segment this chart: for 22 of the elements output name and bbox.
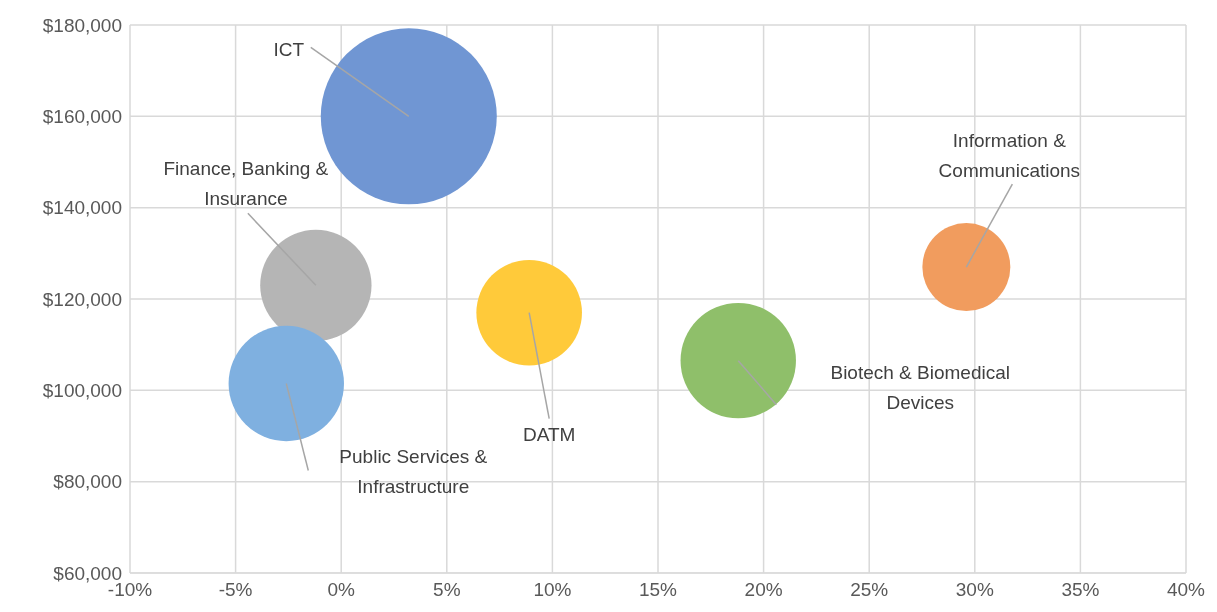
x-tick-label: -5% bbox=[218, 579, 253, 601]
text: Information & Communications bbox=[938, 130, 1081, 182]
series-label: Biotech & Biomedical Devices bbox=[830, 361, 1011, 413]
x-tick-label: 40% bbox=[1166, 579, 1206, 601]
x-tick-label: 10% bbox=[533, 579, 572, 601]
y-tick-label: $120,000 bbox=[42, 288, 122, 310]
series-label: Finance, Banking & Insurance bbox=[163, 158, 329, 210]
y-tick-label: $80,000 bbox=[53, 471, 122, 493]
x-tick-label: 20% bbox=[744, 579, 783, 601]
y-tick-label: $180,000 bbox=[42, 14, 122, 36]
x-tick-label: 0% bbox=[327, 579, 356, 601]
x-tick-label: 35% bbox=[1061, 579, 1100, 601]
x-tick-label: 30% bbox=[955, 579, 994, 601]
x-tick-label: 5% bbox=[433, 579, 461, 601]
text: DATM bbox=[522, 423, 576, 445]
y-tick-label: $140,000 bbox=[42, 197, 122, 219]
x-tick-label: 15% bbox=[638, 579, 678, 601]
y-tick-label: $100,000 bbox=[42, 380, 122, 402]
series-label: ICT bbox=[273, 39, 305, 61]
y-tick-label: $160,000 bbox=[42, 106, 122, 128]
x-tick-label: 25% bbox=[850, 579, 889, 601]
series-label: Public Services & Infrastructure bbox=[339, 446, 488, 498]
